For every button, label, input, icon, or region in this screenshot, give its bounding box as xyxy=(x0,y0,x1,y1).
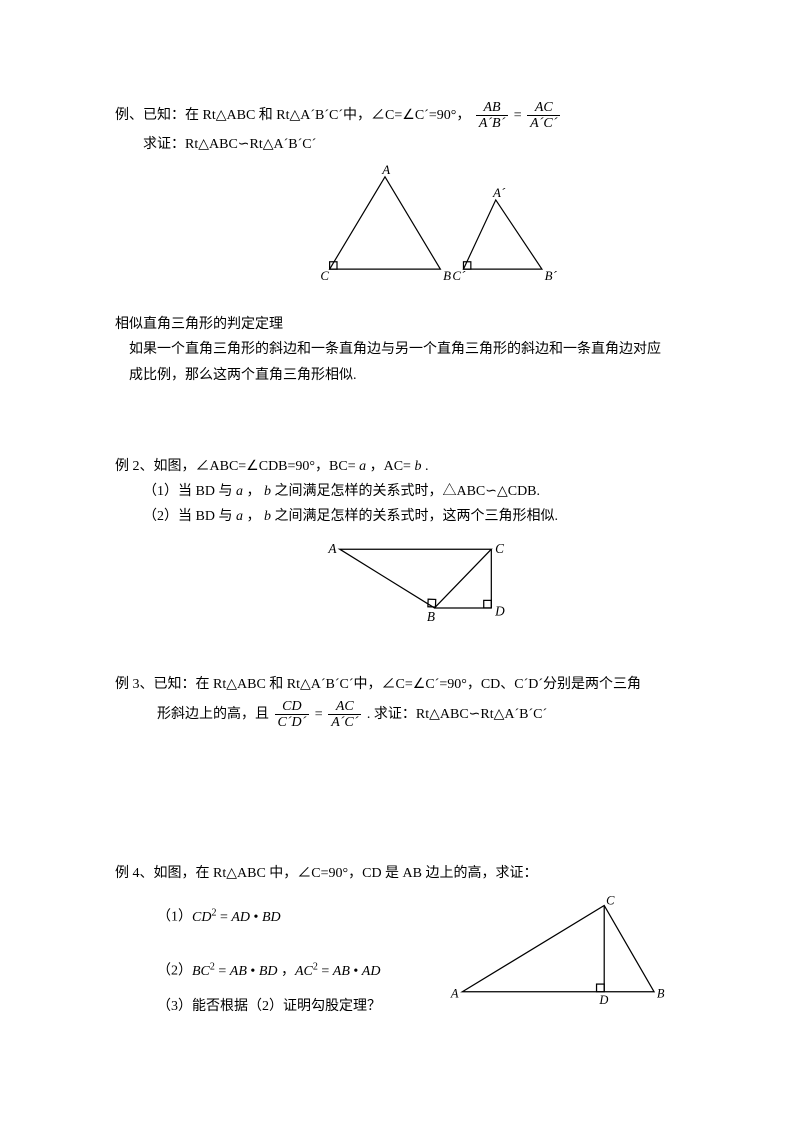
svg-text:A´: A´ xyxy=(492,185,506,200)
svg-text:C: C xyxy=(606,894,615,908)
problem-2: 例 2、如图，∠ABC=∠CDB=90°，BC= a ，AC= b . （1）当… xyxy=(115,454,678,635)
p1-line1: 例、已知：在 Rt△ABC 和 Rt△A´B´C´中，∠C=∠C´=90°， A… xyxy=(115,100,678,132)
svg-text:A: A xyxy=(381,163,390,177)
p2-line1: 例 2、如图，∠ABC=∠CDB=90°，BC= a ，AC= b . xyxy=(115,454,678,479)
p4-q2: （2）BC2 = AB • BD ，AC2 = AB • AD xyxy=(115,958,448,984)
problem-1: 例、已知：在 Rt△ABC 和 Rt△A´B´C´中，∠C=∠C´=90°， A… xyxy=(115,100,678,292)
p4-line1: 例 4、如图，在 Rt△ABC 中，∠C=90°，CD 是 AB 边上的高，求证… xyxy=(115,861,678,886)
document-page: 例、已知：在 Rt△ABC 和 Rt△A´B´C´中，∠C=∠C´=90°， A… xyxy=(0,0,793,1109)
p1-line2: 求证：Rt△ABC∽Rt△A´B´C´ xyxy=(115,132,678,157)
svg-text:A: A xyxy=(327,541,337,556)
p4-q3: （3）能否根据（2）证明勾股定理？ xyxy=(115,994,448,1019)
p2-q1: （1）当 BD 与 a ， b 之间满足怎样的关系式时，△ABC∽△CDB. xyxy=(115,479,678,504)
p3-line1: 例 3、已知：在 Rt△ABC 和 Rt△A´B´C´中，∠C=∠C´=90°，… xyxy=(115,672,678,697)
problem-3: 例 3、已知：在 Rt△ABC 和 Rt△A´B´C´中，∠C=∠C´=90°，… xyxy=(115,672,678,731)
svg-text:B: B xyxy=(443,268,451,283)
svg-text:D: D xyxy=(598,994,608,1008)
svg-text:A: A xyxy=(450,987,459,1001)
svg-text:B: B xyxy=(657,987,665,1001)
p4-diagram: A B C D xyxy=(448,894,678,1018)
svg-text:C: C xyxy=(320,268,329,283)
p2-diagram: A C B D xyxy=(115,535,678,634)
problem-4: 例 4、如图，在 Rt△ABC 中，∠C=90°，CD 是 AB 边上的高，求证… xyxy=(115,861,678,1029)
svg-text:B: B xyxy=(427,609,435,624)
svg-text:C: C xyxy=(495,541,504,556)
p3-line2: 形斜边上的高，且 CD C´D´ = AC A´C´ . 求证：Rt△ABC∽R… xyxy=(115,698,678,732)
p1-eq: = xyxy=(514,108,525,123)
p4-q1: （1）CD2 = AD • BD xyxy=(115,904,448,930)
p4-items: （1）CD2 = AD • BD （2）BC2 = AB • BD ，AC2 =… xyxy=(115,894,448,1029)
p1-frac2: AC A´C´ xyxy=(527,100,560,132)
theorem-body1: 如果一个直角三角形的斜边和一条直角边与另一个直角三角形的斜边和一条直角边对应 xyxy=(115,337,678,362)
p1-text-prefix: 例、已知：在 Rt△ABC 和 Rt△A´B´C´中，∠C=∠C´=90°， xyxy=(115,108,470,123)
p3-frac1: CD C´D´ xyxy=(275,699,310,731)
p1-frac1: AB A´B´ xyxy=(476,100,508,132)
svg-text:C´: C´ xyxy=(452,268,466,283)
theorem-block: 相似直角三角形的判定定理 如果一个直角三角形的斜边和一条直角边与另一个直角三角形… xyxy=(115,312,678,388)
p2-q2: （2）当 BD 与 a ， b 之间满足怎样的关系式时，这两个三角形相似. xyxy=(115,504,678,529)
theorem-title: 相似直角三角形的判定定理 xyxy=(115,312,678,337)
svg-text:B´: B´ xyxy=(545,268,558,283)
svg-text:D: D xyxy=(494,604,505,619)
p1-diagram: A B C A´ B´ C´ xyxy=(115,163,678,292)
theorem-body2: 成比例，那么这两个直角三角形相似. xyxy=(115,363,678,388)
p3-frac2: AC A´C´ xyxy=(328,699,361,731)
